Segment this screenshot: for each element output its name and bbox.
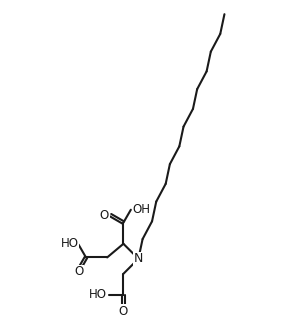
Text: OH: OH: [132, 203, 150, 216]
Text: N: N: [134, 252, 143, 265]
Text: O: O: [74, 265, 83, 278]
Text: O: O: [100, 209, 109, 222]
Text: HO: HO: [89, 288, 107, 301]
Text: O: O: [119, 305, 128, 318]
Text: HO: HO: [61, 237, 78, 249]
